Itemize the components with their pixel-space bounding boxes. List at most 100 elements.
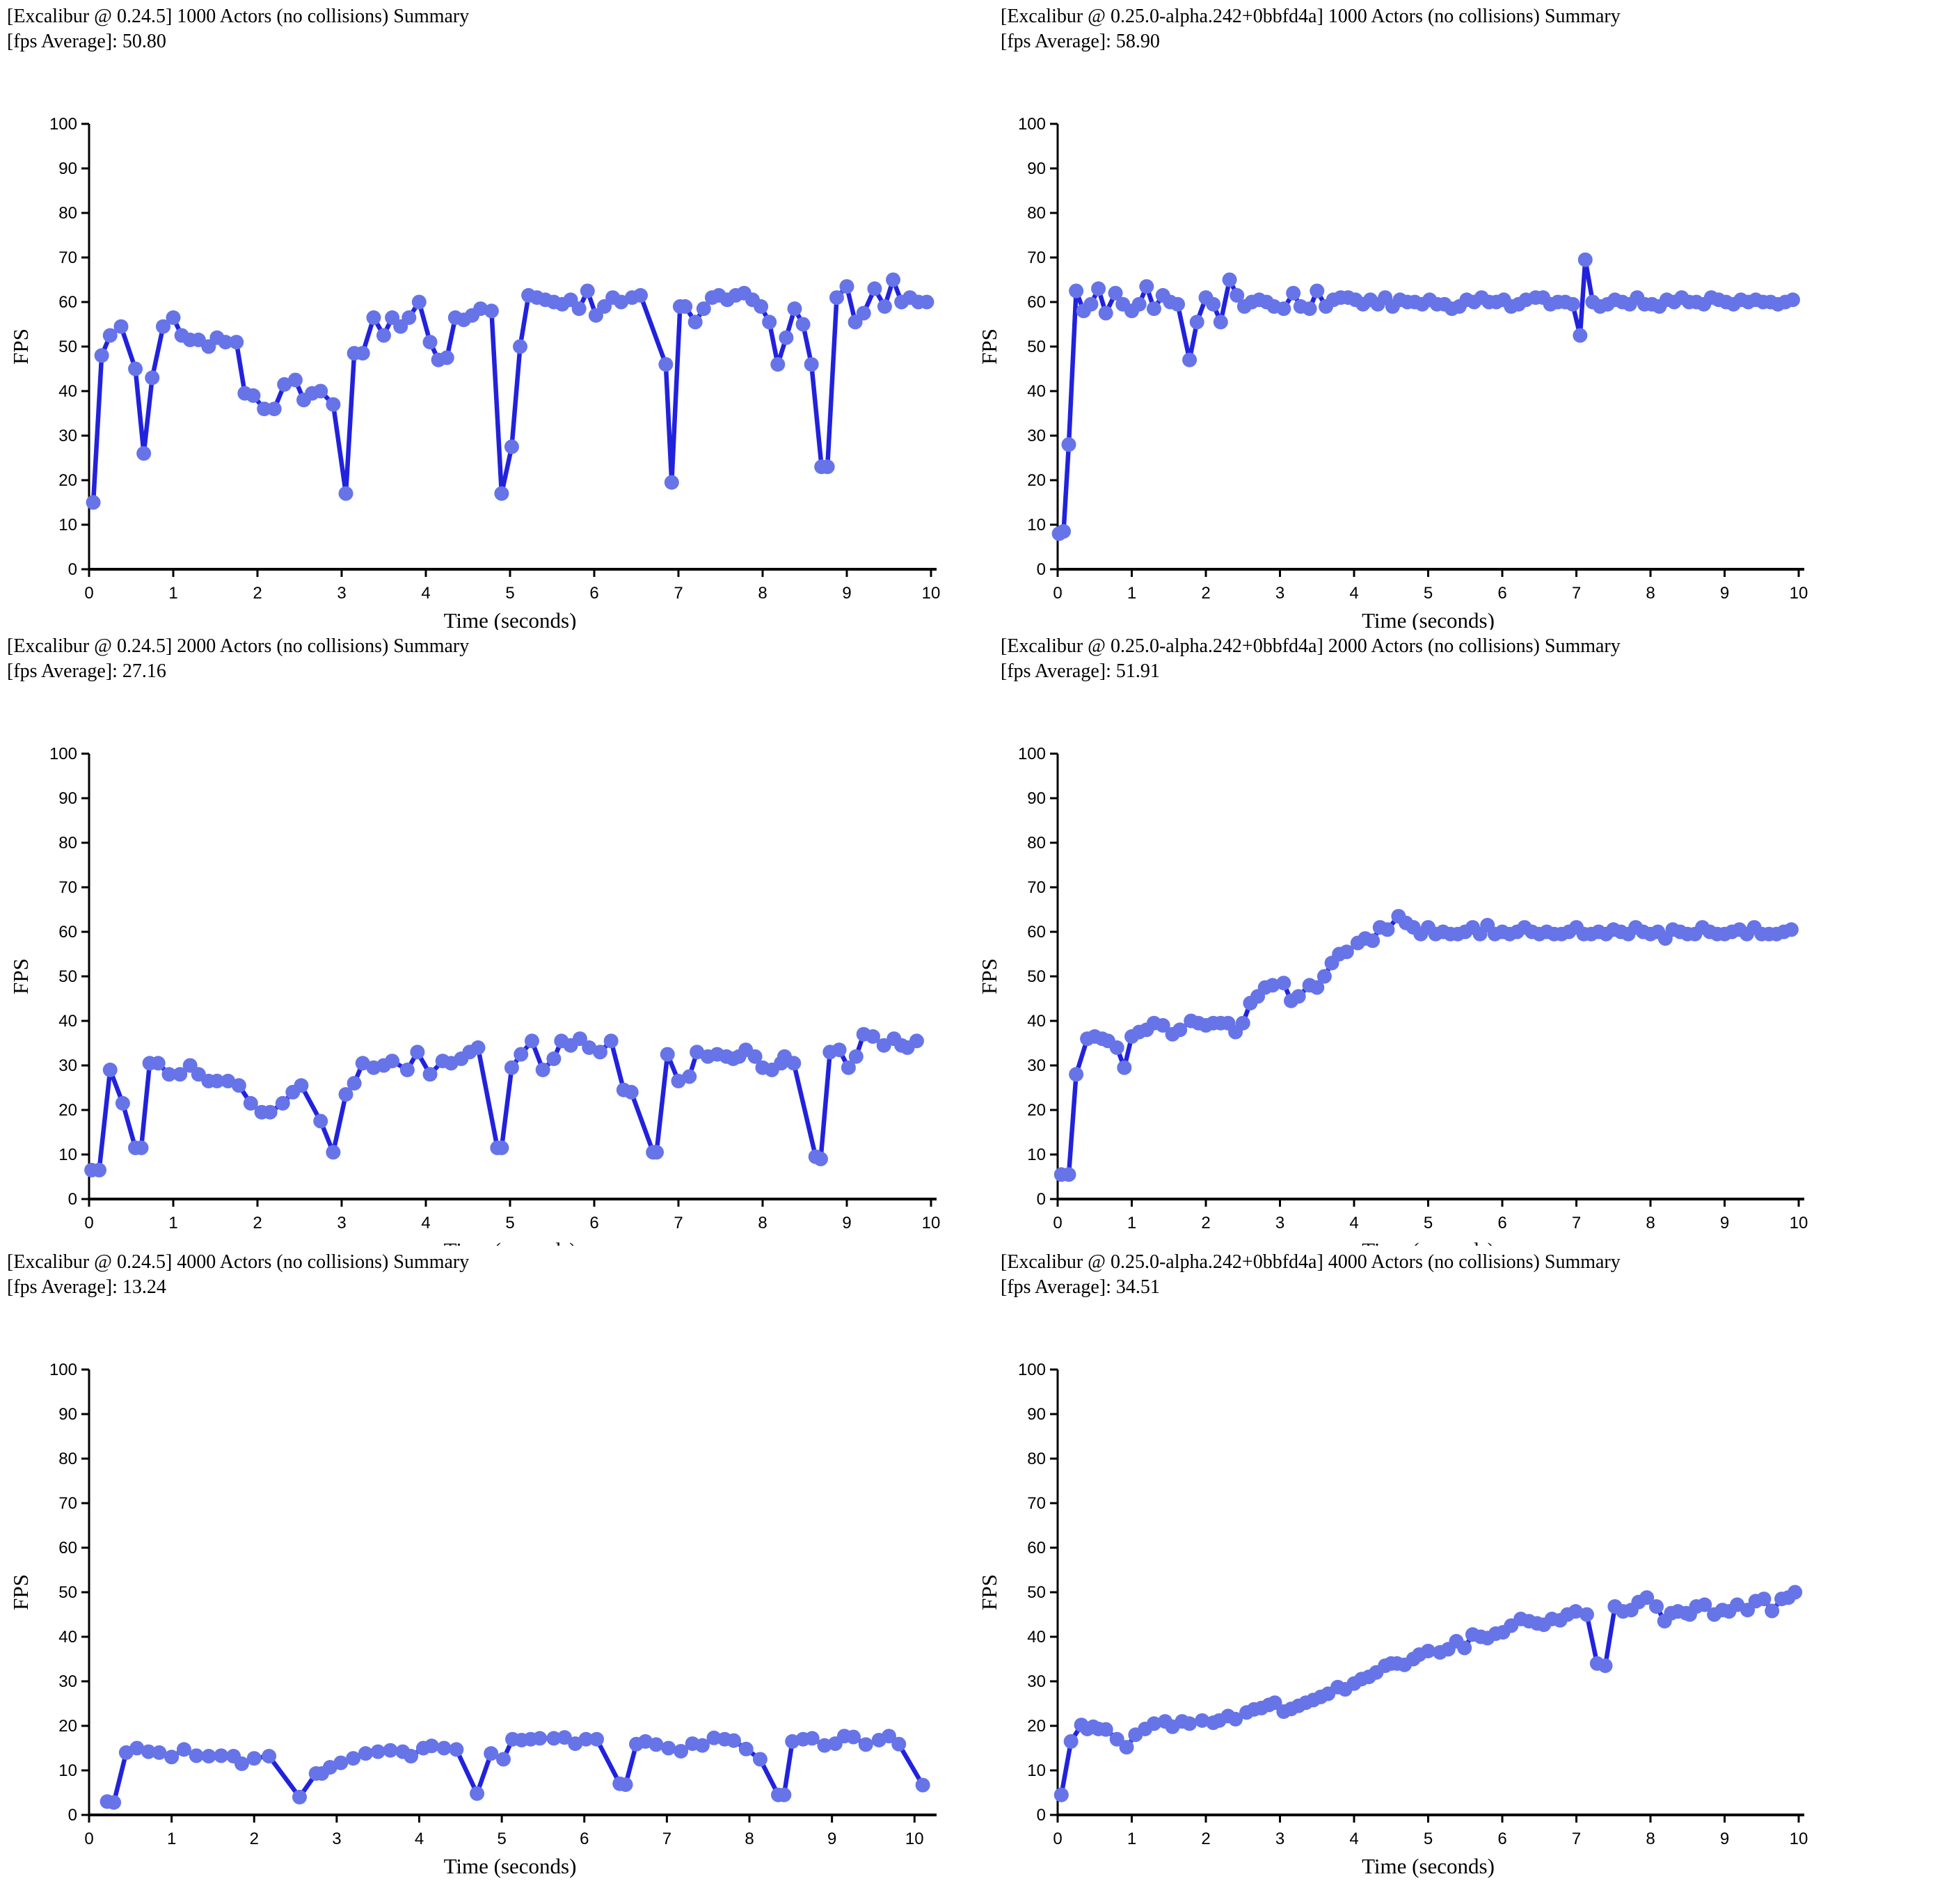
x-tick-label: 2 <box>1201 584 1210 603</box>
data-point <box>1316 969 1332 984</box>
data-point <box>1146 1716 1161 1731</box>
x-tick-label: 10 <box>922 1214 941 1232</box>
data-point <box>338 1087 353 1102</box>
y-tick-label: 10 <box>1027 516 1046 534</box>
data-point <box>1276 976 1291 991</box>
x-axis-title: Time (seconds) <box>444 1854 577 1878</box>
data-point <box>1235 1015 1250 1031</box>
x-tick-label: 4 <box>1349 1214 1358 1232</box>
fps-average-label: [fps Average]: 51.91 <box>1001 660 1160 682</box>
data-point <box>1119 1740 1134 1755</box>
y-tick-label: 20 <box>58 1717 77 1736</box>
x-axis-title: Time (seconds) <box>1362 608 1495 630</box>
data-point <box>571 301 587 317</box>
y-tick-label: 50 <box>1027 1583 1046 1602</box>
data-point <box>494 486 509 501</box>
x-tick-label: 5 <box>1424 584 1433 603</box>
data-point <box>1109 1731 1124 1747</box>
y-tick-label: 100 <box>49 745 77 763</box>
data-point <box>589 1731 605 1747</box>
data-point <box>470 1786 485 1801</box>
fps-average-label: [fps Average]: 13.24 <box>7 1276 166 1298</box>
data-point <box>102 328 118 343</box>
y-tick-label: 10 <box>58 1145 77 1164</box>
x-tick-label: 10 <box>1790 584 1808 603</box>
y-tick-label: 80 <box>58 1450 77 1468</box>
x-tick-label: 7 <box>1572 1830 1581 1848</box>
data-point <box>848 1049 864 1064</box>
y-tick-label: 10 <box>1027 1145 1046 1164</box>
chart-cell-0245-2000-actors: [Excalibur @ 0.24.5] 2000 Actors (no col… <box>0 630 974 1246</box>
data-point <box>886 272 901 287</box>
data-point <box>658 357 674 372</box>
data-point <box>346 1751 361 1766</box>
x-tick-label: 1 <box>167 1830 176 1848</box>
data-point <box>411 294 427 310</box>
data-point <box>1061 1167 1076 1182</box>
data-point <box>762 315 777 330</box>
data-point <box>313 1113 328 1129</box>
data-point <box>795 317 811 332</box>
data-point <box>1765 1603 1780 1619</box>
data-point <box>449 1742 464 1757</box>
y-tick-label: 90 <box>58 789 77 808</box>
data-point <box>1098 1722 1113 1737</box>
data-point <box>399 1062 415 1077</box>
x-tick-label: 8 <box>758 584 767 603</box>
x-tick-label: 5 <box>1424 1214 1433 1232</box>
y-tick-label: 30 <box>58 1056 77 1075</box>
data-point <box>532 1731 548 1746</box>
data-point <box>470 1040 486 1055</box>
data-point <box>1267 1695 1282 1711</box>
x-tick-label: 3 <box>337 1214 346 1232</box>
x-tick-label: 10 <box>922 584 941 603</box>
data-point <box>209 1073 225 1088</box>
data-point <box>189 1748 204 1763</box>
x-axis-title: Time (seconds) <box>1362 1854 1495 1878</box>
y-tick-label: 60 <box>1027 923 1046 942</box>
y-tick-label: 0 <box>68 1190 77 1209</box>
data-point <box>1573 328 1588 343</box>
data-point <box>86 495 101 510</box>
data-point <box>804 357 819 372</box>
y-tick-label: 60 <box>1027 293 1046 312</box>
data-point <box>326 397 341 412</box>
data-point <box>1189 315 1204 330</box>
y-axis-title: FPS <box>977 958 1001 994</box>
data-point <box>1146 301 1161 317</box>
data-point <box>1139 279 1154 294</box>
data-point <box>1155 1017 1170 1033</box>
data-point <box>436 1740 452 1756</box>
fps-average-label: [fps Average]: 58.90 <box>1001 31 1160 52</box>
data-point <box>770 357 786 372</box>
x-tick-label: 7 <box>1572 1214 1581 1232</box>
chart-title: [Excalibur @ 0.24.5] 4000 Actors (no col… <box>7 1251 470 1273</box>
chart-header: [Excalibur @ 0.24.5] 2000 Actors (no col… <box>7 634 974 684</box>
data-point <box>102 1062 118 1077</box>
y-tick-label: 30 <box>1027 1672 1046 1691</box>
data-point <box>696 301 711 317</box>
data-point <box>671 1073 686 1088</box>
y-tick-label: 70 <box>1027 248 1046 267</box>
y-tick-label: 80 <box>1027 834 1046 852</box>
data-point <box>845 1729 861 1745</box>
data-point <box>145 370 160 386</box>
data-point <box>234 1756 249 1771</box>
data-point <box>1053 1787 1069 1802</box>
x-tick-label: 10 <box>905 1830 924 1848</box>
x-tick-label: 5 <box>497 1830 506 1848</box>
x-tick-label: 8 <box>1646 584 1655 603</box>
data-point <box>504 1060 519 1075</box>
x-tick-label: 2 <box>1201 1830 1210 1848</box>
data-point <box>166 310 181 325</box>
data-point <box>633 287 649 303</box>
data-point <box>473 301 488 317</box>
y-tick-label: 80 <box>1027 1450 1046 1468</box>
x-tick-label: 6 <box>1497 1830 1506 1848</box>
chart-cell-0250-2000-actors: [Excalibur @ 0.25.0-alpha.242+0bbfd4a] 2… <box>974 630 1949 1246</box>
data-point <box>1310 283 1325 299</box>
data-point <box>1365 933 1381 949</box>
y-tick-label: 100 <box>1018 115 1046 134</box>
y-tick-label: 60 <box>1027 1539 1046 1557</box>
data-point <box>678 299 693 314</box>
